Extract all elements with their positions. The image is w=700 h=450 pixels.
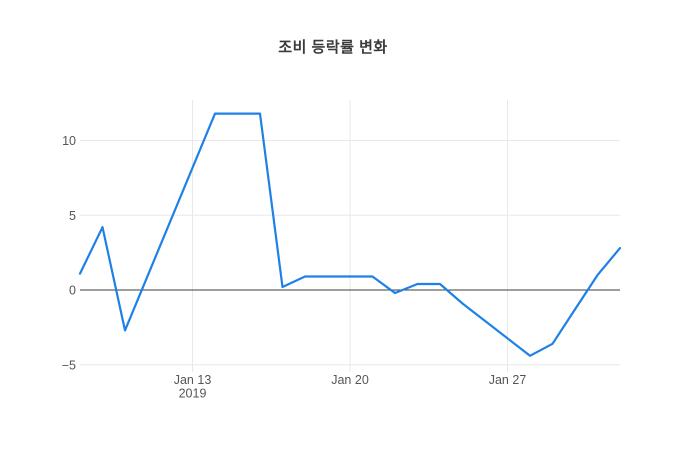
- x-tick-sublabel: 2019: [179, 387, 207, 401]
- y-tick-label: 10: [62, 134, 76, 148]
- data-line-등락률: [78, 112, 622, 357]
- x-tick-label: Jan 13: [174, 373, 212, 387]
- y-tick-label: 5: [69, 209, 76, 223]
- y-tick-label: −5: [62, 358, 76, 372]
- y-tick-label: 0: [69, 284, 76, 298]
- x-tick-label: Jan 27: [489, 373, 527, 387]
- chart-title: 조비 등락률 변화: [278, 39, 388, 56]
- x-tick-label: Jan 20: [331, 373, 369, 387]
